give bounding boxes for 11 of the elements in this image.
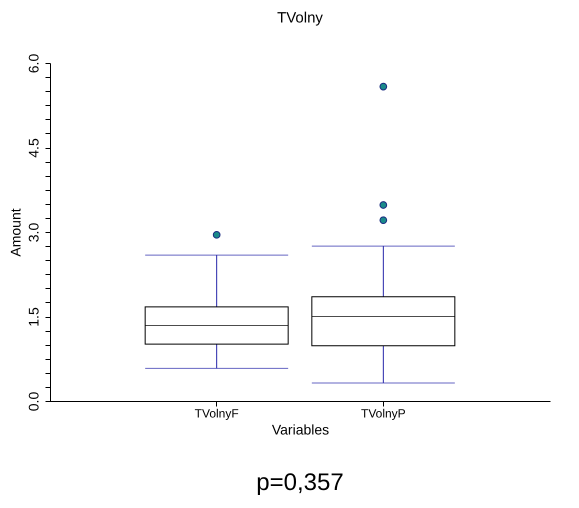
y-tick-label: 4.5 [26, 138, 42, 158]
y-tick-label: 1.5 [26, 307, 42, 327]
y-tick-label: 3.0 [26, 222, 42, 242]
x-tick-label: TVolnyP [360, 406, 406, 420]
y-tick-label: 0.0 [26, 392, 42, 412]
chart-title: TVolny [277, 9, 324, 26]
y-axis-title: Amount [8, 208, 24, 257]
x-tick-label: TVolnyF [194, 406, 239, 420]
y-tick-label: 6.0 [26, 54, 42, 74]
x-axis-title: Variables [272, 422, 330, 438]
text: p=0,357 [256, 469, 344, 496]
